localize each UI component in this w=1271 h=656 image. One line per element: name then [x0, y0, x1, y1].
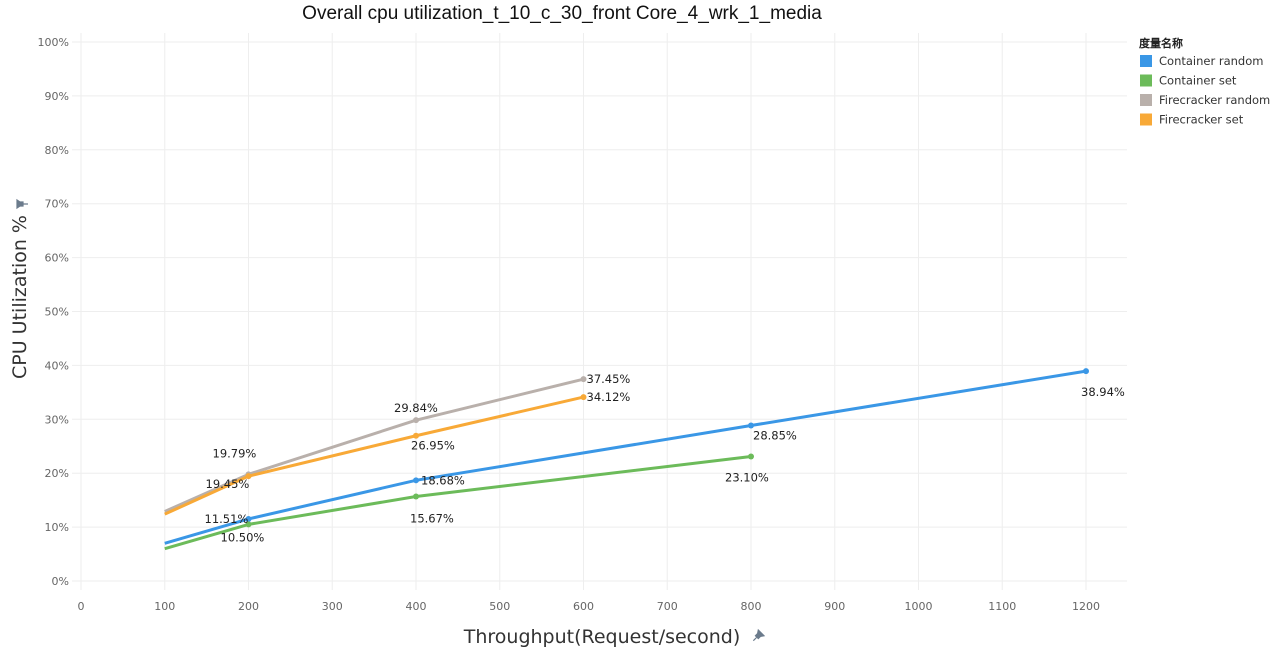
- data-label: 19.45%: [206, 477, 250, 491]
- data-label: 18.68%: [421, 473, 465, 487]
- data-point[interactable]: [748, 422, 754, 429]
- y-tick-label: 60%: [45, 252, 69, 265]
- y-tick-label: 80%: [45, 144, 69, 157]
- x-tick-label: 900: [824, 600, 845, 613]
- y-axis-pin-icon[interactable]: [16, 198, 28, 210]
- y-axis-ticks: 0% 10% 20% 30% 40% 50% 60% 70% 80% 90% 100%: [38, 36, 69, 588]
- legend-swatch: [1140, 55, 1152, 67]
- data-point[interactable]: [748, 453, 754, 460]
- x-tick-label: 500: [489, 600, 510, 613]
- legend-title: 度量名称: [1139, 36, 1183, 50]
- data-label: 10.50%: [221, 530, 265, 544]
- legend-label: Firecracker random: [1159, 93, 1270, 107]
- data-point[interactable]: [1083, 368, 1089, 375]
- series-line[interactable]: [164, 377, 584, 513]
- data-labels: 11.51% 18.68% 28.85% 38.94% 10.50% 15.67% 23.1…: [205, 372, 1125, 544]
- y-tick-label: 20%: [45, 467, 69, 480]
- legend-label: Container set: [1159, 74, 1237, 88]
- legend-item[interactable]: Container random: [1140, 54, 1263, 68]
- y-tick-label: 30%: [45, 413, 69, 426]
- y-tick-label: 50%: [45, 306, 69, 319]
- data-point[interactable]: [413, 432, 419, 439]
- series-group: [164, 368, 1089, 551]
- data-label: 15.67%: [410, 512, 454, 526]
- legend-label: Container random: [1159, 54, 1263, 68]
- legend-item[interactable]: Container set: [1140, 74, 1237, 88]
- legend-item[interactable]: Firecracker set: [1140, 113, 1244, 127]
- data-point[interactable]: [413, 477, 419, 484]
- y-tick-label: 10%: [45, 521, 69, 534]
- series-line[interactable]: [164, 455, 752, 551]
- x-tick-label: 600: [573, 600, 594, 613]
- data-point[interactable]: [413, 493, 419, 500]
- chart-title: Overall cpu utilization_t_10_c_30_front …: [302, 3, 822, 24]
- data-label: 26.95%: [411, 439, 455, 453]
- data-label: 28.85%: [753, 428, 797, 442]
- data-point[interactable]: [245, 515, 252, 522]
- y-axis-title: CPU Utilization %: [9, 198, 31, 379]
- x-tick-label: 200: [238, 600, 259, 613]
- y-tick-label: 90%: [45, 90, 69, 103]
- data-label: 38.94%: [1081, 385, 1125, 399]
- y-tick-label: 0%: [52, 575, 69, 588]
- data-point[interactable]: [245, 473, 252, 480]
- data-point[interactable]: [413, 417, 419, 424]
- x-tick-label: 1000: [905, 600, 933, 613]
- x-tick-label: 1200: [1072, 600, 1100, 613]
- x-tick-label: 700: [657, 600, 678, 613]
- data-label: 11.51%: [205, 512, 249, 526]
- x-tick-label: 100: [154, 600, 175, 613]
- data-label: 23.10%: [725, 470, 769, 484]
- data-point[interactable]: [580, 394, 587, 401]
- x-tick-label: 300: [322, 600, 343, 613]
- y-tick-label: 100%: [38, 36, 69, 49]
- legend-swatch: [1140, 94, 1152, 106]
- series-line[interactable]: [164, 395, 584, 516]
- data-label: 34.12%: [587, 390, 631, 404]
- data-label: 37.45%: [587, 372, 631, 386]
- y-axis-label: CPU Utilization %: [9, 215, 31, 379]
- x-axis-ticks: 0 100 200 300 400 500 600 700 800 900 1000 1100 1200: [78, 600, 1101, 613]
- legend-swatch: [1140, 113, 1152, 126]
- legend-swatch: [1140, 74, 1152, 87]
- grid: [72, 33, 1127, 590]
- y-tick-label: 70%: [45, 198, 69, 211]
- x-axis-pin-icon[interactable]: [751, 628, 766, 643]
- legend: 度量名称 Container random Container set Firecr…: [1139, 36, 1270, 127]
- legend-label: Firecracker set: [1159, 113, 1244, 127]
- data-point[interactable]: [245, 521, 252, 528]
- x-axis-label: Throughput(Request/second): [463, 626, 741, 648]
- x-tick-label: 400: [406, 600, 427, 613]
- data-label: 29.84%: [394, 401, 438, 415]
- y-tick-label: 40%: [45, 359, 69, 372]
- x-tick-label: 800: [741, 600, 762, 613]
- x-tick-label: 0: [78, 600, 85, 613]
- x-tick-label: 1100: [988, 600, 1016, 613]
- data-point[interactable]: [580, 376, 587, 383]
- legend-item[interactable]: Firecracker random: [1140, 93, 1270, 107]
- data-label: 19.79%: [213, 446, 257, 460]
